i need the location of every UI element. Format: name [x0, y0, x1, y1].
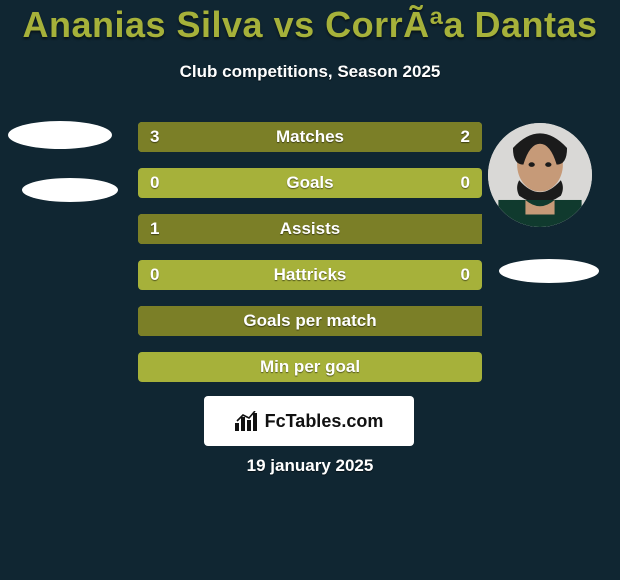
stat-label: Matches	[138, 122, 482, 152]
stat-label: Goals per match	[138, 306, 482, 336]
page-title: Ananias Silva vs CorrÃªa Dantas	[0, 4, 620, 46]
stat-value-left: 1	[150, 214, 159, 244]
stat-value-left: 3	[150, 122, 159, 152]
stat-row: Goals0 0	[138, 168, 482, 198]
branding-badge: FcTables.com	[204, 396, 414, 446]
comparison-infographic: Ananias Silva vs CorrÃªa Dantas Club com…	[0, 0, 620, 580]
stat-row: Goals per match	[138, 306, 482, 336]
stat-row: Hattricks0 0	[138, 260, 482, 290]
stat-label: Min per goal	[138, 352, 482, 382]
avatar-shadow-right	[499, 259, 599, 283]
avatar-shadow-left-2	[22, 178, 118, 202]
branding-text: FcTables.com	[265, 411, 384, 432]
stat-row: Min per goal	[138, 352, 482, 382]
stat-value-right: 0	[461, 260, 470, 290]
player-avatar-right	[488, 123, 592, 227]
subtitle: Club competitions, Season 2025	[0, 62, 620, 82]
stat-value-right: 0	[461, 168, 470, 198]
stat-label: Assists	[138, 214, 482, 244]
avatar-shadow-left	[8, 121, 112, 149]
stat-label: Hattricks	[138, 260, 482, 290]
person-icon	[488, 123, 592, 227]
stat-row: Assists1	[138, 214, 482, 244]
stat-row: Matches3 2	[138, 122, 482, 152]
bar-chart-icon	[235, 411, 259, 431]
stat-value-left: 0	[150, 260, 159, 290]
stat-label: Goals	[138, 168, 482, 198]
date-text: 19 january 2025	[0, 456, 620, 476]
stat-value-right: 2	[461, 122, 470, 152]
stat-value-left: 0	[150, 168, 159, 198]
